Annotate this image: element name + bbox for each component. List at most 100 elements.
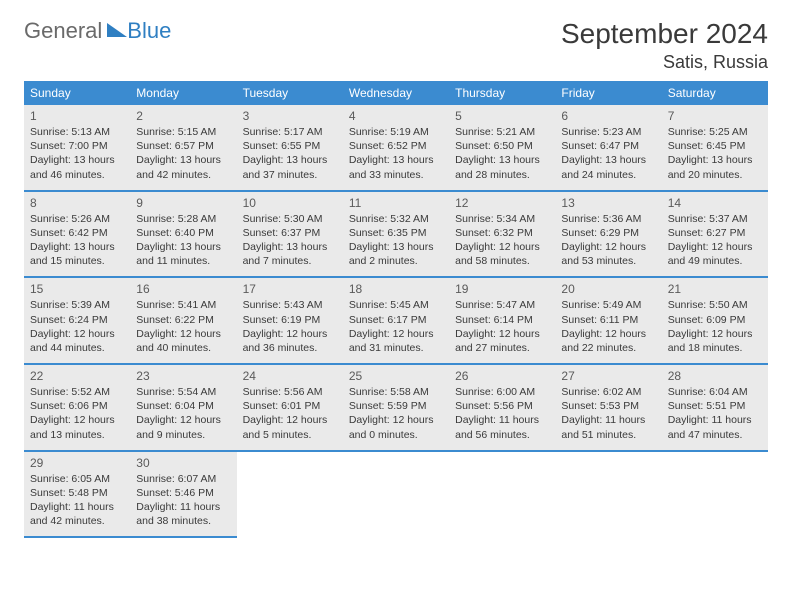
day-cell: 26Sunrise: 6:00 AMSunset: 5:56 PMDayligh… [449, 364, 555, 451]
day-cell: 21Sunrise: 5:50 AMSunset: 6:09 PMDayligh… [662, 277, 768, 364]
day-cell: 22Sunrise: 5:52 AMSunset: 6:06 PMDayligh… [24, 364, 130, 451]
day-cell: 17Sunrise: 5:43 AMSunset: 6:19 PMDayligh… [237, 277, 343, 364]
day-info-line-sunrise: Sunrise: 5:13 AM [30, 125, 124, 139]
day-info-line-daylight2: and 36 minutes. [243, 341, 337, 355]
day-info-line-daylight2: and 28 minutes. [455, 168, 549, 182]
weekday-tuesday: Tuesday [237, 81, 343, 105]
day-info-line-daylight1: Daylight: 12 hours [561, 327, 655, 341]
day-info: Sunrise: 6:02 AMSunset: 5:53 PMDaylight:… [561, 385, 655, 442]
day-info: Sunrise: 5:23 AMSunset: 6:47 PMDaylight:… [561, 125, 655, 182]
day-info-line-sunrise: Sunrise: 6:00 AM [455, 385, 549, 399]
day-info-line-sunset: Sunset: 6:09 PM [668, 313, 762, 327]
day-info: Sunrise: 5:15 AMSunset: 6:57 PMDaylight:… [136, 125, 230, 182]
day-number: 30 [136, 456, 230, 470]
day-number: 4 [349, 109, 443, 123]
day-info-line-sunset: Sunset: 6:14 PM [455, 313, 549, 327]
day-info-line-sunrise: Sunrise: 5:25 AM [668, 125, 762, 139]
day-number: 10 [243, 196, 337, 210]
day-number: 23 [136, 369, 230, 383]
day-info: Sunrise: 5:30 AMSunset: 6:37 PMDaylight:… [243, 212, 337, 269]
day-info-line-sunset: Sunset: 5:48 PM [30, 486, 124, 500]
weekday-thursday: Thursday [449, 81, 555, 105]
day-info-line-sunset: Sunset: 6:17 PM [349, 313, 443, 327]
day-info-line-daylight1: Daylight: 12 hours [668, 327, 762, 341]
day-cell: 10 Sunrise: 5:30 AMSunset: 6:37 PMDayligh… [237, 191, 343, 278]
day-info-line-daylight2: and 51 minutes. [561, 428, 655, 442]
day-info: Sunrise: 5:58 AMSunset: 5:59 PMDaylight:… [349, 385, 443, 442]
day-cell [662, 451, 768, 538]
day-info: Sunrise: 5:47 AMSunset: 6:14 PMDaylight:… [455, 298, 549, 355]
day-info: Sunrise: 5:34 AMSunset: 6:32 PMDaylight:… [455, 212, 549, 269]
day-cell [555, 451, 661, 538]
day-info: Sunrise: 5:50 AMSunset: 6:09 PMDaylight:… [668, 298, 762, 355]
day-info-line-sunrise: Sunrise: 5:49 AM [561, 298, 655, 312]
day-cell: 9Sunrise: 5:28 AMSunset: 6:40 PMDaylight… [130, 191, 236, 278]
day-number: 24 [243, 369, 337, 383]
day-info-line-daylight2: and 0 minutes. [349, 428, 443, 442]
day-info-line-daylight1: Daylight: 12 hours [349, 413, 443, 427]
day-info-line-daylight1: Daylight: 12 hours [30, 413, 124, 427]
day-cell: 8Sunrise: 5:26 AMSunset: 6:42 PMDaylight… [24, 191, 130, 278]
day-info-line-sunset: Sunset: 6:24 PM [30, 313, 124, 327]
day-info-line-sunrise: Sunrise: 5:47 AM [455, 298, 549, 312]
day-info-line-daylight2: and 5 minutes. [243, 428, 337, 442]
day-info-line-daylight2: and 42 minutes. [30, 514, 124, 528]
day-cell: 15Sunrise: 5:39 AMSunset: 6:24 PMDayligh… [24, 277, 130, 364]
day-info: Sunrise: 5:13 AMSunset: 7:00 PMDaylight:… [30, 125, 124, 182]
day-info: Sunrise: 5:32 AMSunset: 6:35 PMDaylight:… [349, 212, 443, 269]
day-number: 5 [455, 109, 549, 123]
day-info-line-daylight2: and 44 minutes. [30, 341, 124, 355]
day-info: Sunrise: 5:49 AMSunset: 6:11 PMDaylight:… [561, 298, 655, 355]
day-info-line-sunrise: Sunrise: 5:26 AM [30, 212, 124, 226]
day-info-line-daylight2: and 47 minutes. [668, 428, 762, 442]
day-info: Sunrise: 6:04 AMSunset: 5:51 PMDaylight:… [668, 385, 762, 442]
weekday-sunday: Sunday [24, 81, 130, 105]
logo-triangle-icon [107, 23, 127, 37]
day-cell: 7Sunrise: 5:25 AMSunset: 6:45 PMDaylight… [662, 105, 768, 191]
day-info-line-sunset: Sunset: 6:01 PM [243, 399, 337, 413]
day-info-line-sunrise: Sunrise: 5:34 AM [455, 212, 549, 226]
day-number: 7 [668, 109, 762, 123]
day-cell: 20Sunrise: 5:49 AMSunset: 6:11 PMDayligh… [555, 277, 661, 364]
day-number: 19 [455, 282, 549, 296]
day-info-line-daylight1: Daylight: 12 hours [455, 240, 549, 254]
day-info-line-daylight2: and 49 minutes. [668, 254, 762, 268]
day-number: 15 [30, 282, 124, 296]
day-cell: 28Sunrise: 6:04 AMSunset: 5:51 PMDayligh… [662, 364, 768, 451]
weekday-friday: Friday [555, 81, 661, 105]
day-cell [237, 451, 343, 538]
day-info-line-sunrise: Sunrise: 6:05 AM [30, 472, 124, 486]
day-info-line-sunset: Sunset: 6:35 PM [349, 226, 443, 240]
month-title: September 2024 [561, 18, 768, 50]
day-info-line-sunrise: Sunrise: 5:54 AM [136, 385, 230, 399]
day-info-line-daylight1: Daylight: 12 hours [455, 327, 549, 341]
day-info-line-daylight2: and 20 minutes. [668, 168, 762, 182]
day-info-line-sunset: Sunset: 6:22 PM [136, 313, 230, 327]
day-info-line-sunrise: Sunrise: 5:56 AM [243, 385, 337, 399]
day-info-line-daylight1: Daylight: 11 hours [668, 413, 762, 427]
weekday-wednesday: Wednesday [343, 81, 449, 105]
day-cell: 3Sunrise: 5:17 AMSunset: 6:55 PMDaylight… [237, 105, 343, 191]
day-info-line-sunset: Sunset: 6:47 PM [561, 139, 655, 153]
day-info-line-daylight1: Daylight: 13 hours [349, 153, 443, 167]
day-info-line-daylight1: Daylight: 12 hours [136, 413, 230, 427]
day-info-line-daylight1: Daylight: 13 hours [30, 153, 124, 167]
day-info: Sunrise: 5:43 AMSunset: 6:19 PMDaylight:… [243, 298, 337, 355]
day-info-line-daylight1: Daylight: 11 hours [30, 500, 124, 514]
day-info-line-daylight2: and 46 minutes. [30, 168, 124, 182]
day-info: Sunrise: 5:45 AMSunset: 6:17 PMDaylight:… [349, 298, 443, 355]
day-info-line-daylight1: Daylight: 12 hours [243, 413, 337, 427]
day-info-line-sunset: Sunset: 6:27 PM [668, 226, 762, 240]
day-info: Sunrise: 6:00 AMSunset: 5:56 PMDaylight:… [455, 385, 549, 442]
day-info: Sunrise: 5:21 AMSunset: 6:50 PMDaylight:… [455, 125, 549, 182]
day-info-line-sunset: Sunset: 6:37 PM [243, 226, 337, 240]
day-info-line-sunset: Sunset: 5:56 PM [455, 399, 549, 413]
calendar-body: 1Sunrise: 5:13 AMSunset: 7:00 PMDaylight… [24, 105, 768, 537]
day-info-line-daylight2: and 31 minutes. [349, 341, 443, 355]
day-info: Sunrise: 5:41 AMSunset: 6:22 PMDaylight:… [136, 298, 230, 355]
day-cell: 1Sunrise: 5:13 AMSunset: 7:00 PMDaylight… [24, 105, 130, 191]
day-info-line-daylight2: and 37 minutes. [243, 168, 337, 182]
day-number: 6 [561, 109, 655, 123]
day-number: 12 [455, 196, 549, 210]
day-number: 29 [30, 456, 124, 470]
